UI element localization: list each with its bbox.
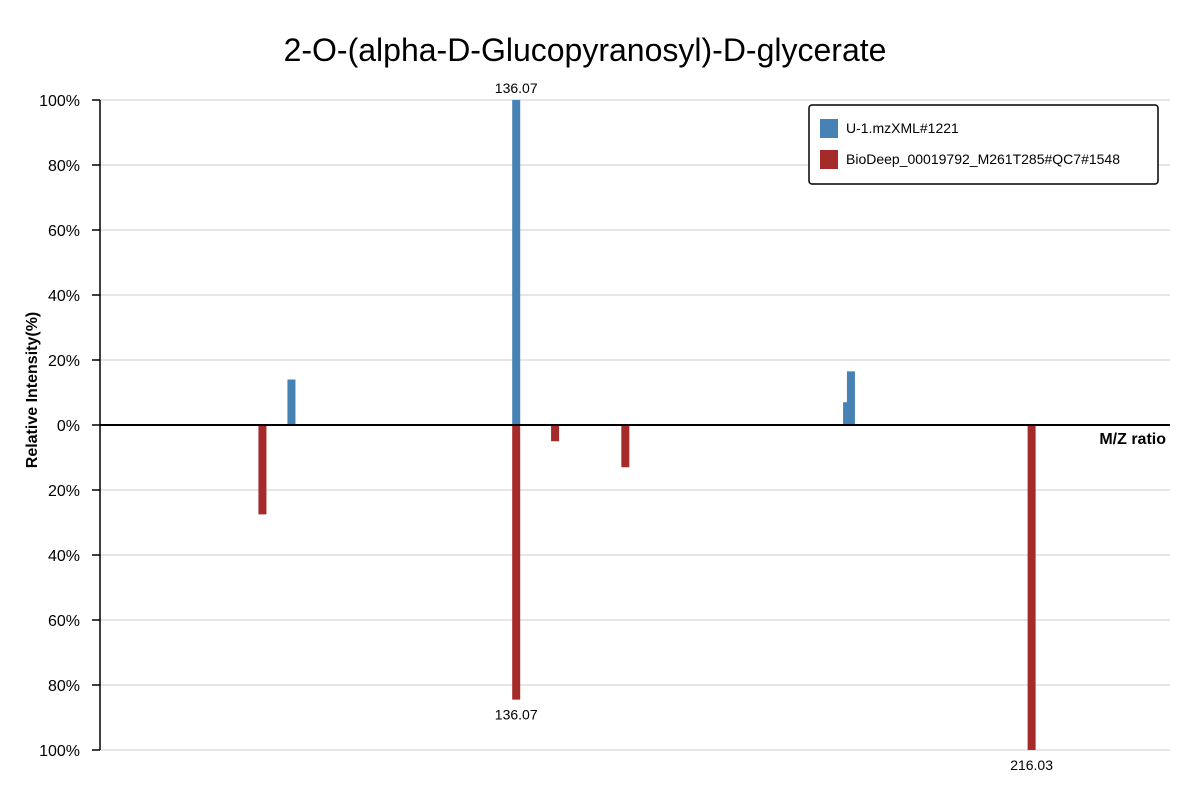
reference-peak-bar <box>621 425 630 468</box>
legend-label-query: U-1.mzXML#1221 <box>846 120 959 136</box>
query-peak-bar <box>512 100 521 425</box>
y-tick-label: 60% <box>48 223 80 240</box>
peak-label: 216.03 <box>1010 757 1053 773</box>
y-tick-label: 40% <box>48 288 80 305</box>
y-tick-label: 80% <box>48 158 80 175</box>
y-tick-label: 40% <box>48 548 80 565</box>
y-tick-label: 60% <box>48 613 80 630</box>
reference-peak-bar <box>1027 425 1036 750</box>
y-tick-label: 80% <box>48 678 80 695</box>
y-tick-label: 100% <box>39 743 80 760</box>
peak-bars <box>258 100 1036 750</box>
y-tick-label: 100% <box>39 93 80 110</box>
y-tick-labels: 100% 80% 60% 40% 20% 0% 20% 40% 60% 80% 100% <box>39 93 80 760</box>
legend-box <box>808 104 1159 185</box>
y-tick-label: 20% <box>48 483 80 500</box>
y-tick-label: 20% <box>48 353 80 370</box>
query-peak-bar <box>846 371 855 425</box>
x-axis-label: M/Z ratio <box>1099 431 1166 448</box>
grid-lines <box>92 99 1170 751</box>
peak-label: 136.07 <box>495 80 538 96</box>
y-axis-label: Relative Intensity(%) <box>24 312 41 468</box>
reference-peak-bar <box>258 425 267 515</box>
legend: U-1.mzXML#1221 BioDeep_00019792_M261T285… <box>808 104 1159 185</box>
reference-peak-bar <box>512 425 521 700</box>
peak-labels: 136.07 136.07 216.03 <box>495 80 1053 773</box>
y-tick-label: 0% <box>57 418 80 435</box>
query-peak-bar <box>287 379 296 425</box>
peak-label: 136.07 <box>495 707 538 723</box>
legend-label-reference: BioDeep_00019792_M261T285#QC7#1548 <box>846 151 1120 167</box>
legend-swatch-query <box>820 119 838 138</box>
legend-swatch-reference <box>820 150 838 169</box>
reference-peak-bar <box>551 425 560 442</box>
axes <box>99 100 1170 750</box>
chart-title: 2-O-(alpha-D-Glucopyranosyl)-D-glycerate <box>284 32 887 68</box>
